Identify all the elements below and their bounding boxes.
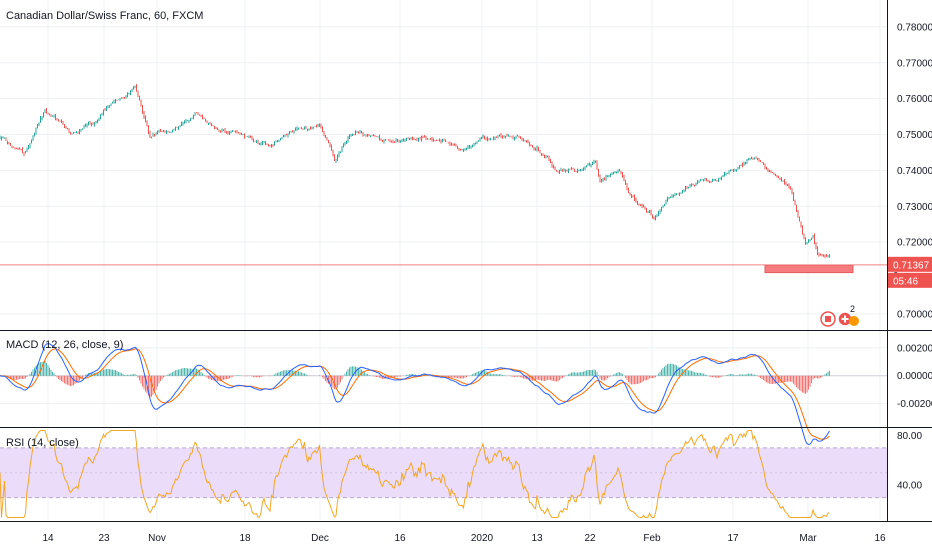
axis-labels: 0.78000 0.77000 0.76000 0.75000 0.74000 0.730… bbox=[42, 22, 932, 544]
x-tick-label: Dec bbox=[311, 533, 329, 544]
price-tick-label: 0.78000 bbox=[897, 22, 932, 33]
overlays: 0.71367 05:46 2 bbox=[820, 256, 932, 327]
swiss-cross-icon bbox=[841, 315, 849, 323]
x-tick-label: 23 bbox=[98, 533, 110, 544]
macd-tick-label: -0.00200 bbox=[897, 399, 932, 410]
rsi-plot bbox=[0, 430, 830, 519]
price-tick-label: 0.70000 bbox=[897, 309, 932, 320]
event-icon[interactable] bbox=[849, 316, 859, 326]
pane-separators bbox=[0, 0, 932, 522]
events-count: 2 bbox=[850, 304, 855, 314]
rsi-title: RSI (14, close) bbox=[6, 437, 79, 449]
price-tick-label: 0.73000 bbox=[897, 202, 932, 213]
price-tick-label: 0.75000 bbox=[897, 130, 932, 141]
x-tick-label: Nov bbox=[148, 533, 166, 544]
price-tick-label: 0.72000 bbox=[897, 238, 932, 249]
rsi-tick-label: 40.00 bbox=[897, 481, 922, 492]
price-tick-label: 0.76000 bbox=[897, 94, 932, 105]
macd-title: MACD (12, 26, close, 9) bbox=[6, 339, 124, 351]
x-tick-label: 22 bbox=[584, 533, 596, 544]
x-tick-label: 16 bbox=[874, 533, 886, 544]
x-tick-label: Mar bbox=[799, 533, 817, 544]
current-price-badge bbox=[888, 256, 932, 272]
price-tick-label: 0.74000 bbox=[897, 166, 932, 177]
support-zone[interactable] bbox=[0, 264, 887, 274]
macd-plot bbox=[0, 343, 887, 446]
x-tick-label: 18 bbox=[239, 533, 251, 544]
x-tick-label: 17 bbox=[727, 533, 739, 544]
grid bbox=[0, 0, 887, 520]
price-tick-label: 0.77000 bbox=[897, 58, 932, 69]
x-tick-label: 2020 bbox=[471, 533, 494, 544]
macd-tick-label: 0.00000 bbox=[897, 371, 932, 382]
price-candles bbox=[0, 84, 830, 259]
x-tick-label: 16 bbox=[394, 533, 406, 544]
rsi-tick-label: 80.00 bbox=[897, 431, 922, 442]
chart-title: Canadian Dollar/Swiss Franc, 60, FXCM bbox=[6, 10, 204, 22]
x-tick-label: Feb bbox=[643, 533, 661, 544]
countdown-badge bbox=[888, 272, 932, 288]
x-tick-label: 14 bbox=[42, 533, 54, 544]
rsi-band bbox=[0, 447, 887, 499]
flag-icon-canada-leaf bbox=[825, 316, 831, 322]
current-price-label: 0.71367 bbox=[893, 260, 930, 271]
countdown-label: 05:46 bbox=[893, 276, 918, 287]
macd-tick-label: 0.00200 bbox=[897, 343, 932, 354]
x-tick-label: 13 bbox=[531, 533, 543, 544]
